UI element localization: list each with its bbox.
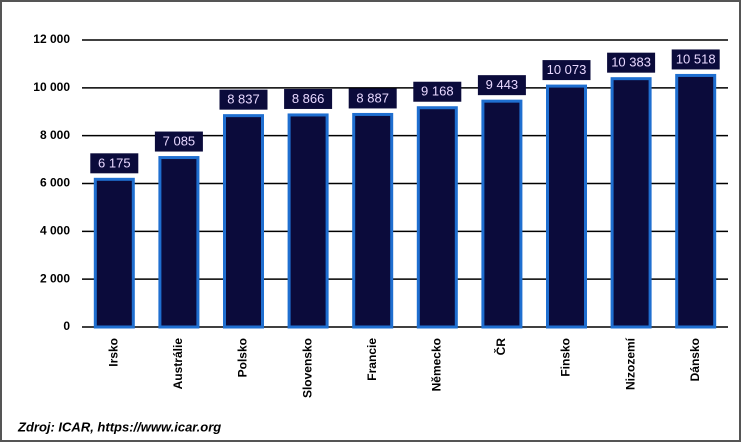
x-tick-label: ČR (493, 338, 508, 356)
source-note: Zdroj: ICAR, https://www.icar.org (17, 419, 221, 434)
value-label: 8 837 (227, 92, 260, 107)
value-label: 9 443 (486, 77, 519, 92)
y-tick-label: 6 000 (40, 176, 70, 190)
value-label-box (542, 60, 591, 81)
value-label-box (219, 89, 268, 110)
value-label: 8 866 (292, 91, 325, 106)
y-tick-label: 12 000 (33, 32, 70, 46)
bar (610, 77, 652, 329)
value-label: 10 073 (547, 62, 587, 77)
bar (158, 156, 200, 329)
bar (287, 113, 329, 329)
bar (546, 84, 587, 329)
value-label-box (154, 131, 203, 152)
x-tick-label: Finsko (559, 338, 573, 377)
value-label: 7 085 (163, 133, 196, 148)
value-label: 6 175 (98, 155, 131, 170)
x-tick-label: Nizozemí (623, 337, 637, 390)
value-label-box (607, 52, 656, 73)
bar (416, 106, 458, 329)
value-label-box (348, 88, 397, 109)
x-tick-label: Irsko (106, 338, 120, 367)
x-tick-label: Austrálie (171, 338, 185, 390)
value-label-box (671, 49, 720, 70)
bar (352, 112, 394, 329)
value-label-box (477, 75, 526, 96)
value-label: 8 887 (356, 90, 389, 105)
x-tick-label: Francie (365, 338, 379, 381)
x-tick-label: Německo (429, 338, 443, 391)
y-tick-label: 4 000 (40, 224, 70, 238)
value-label-box (90, 153, 139, 174)
bar (481, 99, 523, 329)
x-tick-label: Dánsko (688, 338, 702, 381)
bar (675, 73, 717, 329)
value-label: 9 168 (421, 84, 454, 99)
value-label: 10 383 (611, 55, 651, 70)
y-tick-label: 10 000 (33, 80, 70, 94)
value-label: 10 518 (676, 51, 716, 66)
x-tick-label: Polsko (236, 338, 250, 377)
x-tick-label: Slovensko (300, 338, 314, 398)
y-tick-label: 2 000 (40, 271, 70, 285)
value-label-box (413, 81, 462, 102)
bar (93, 177, 135, 329)
y-tick-label: 8 000 (40, 128, 70, 142)
y-tick-label: 0 (63, 319, 70, 333)
value-label-box (284, 88, 333, 109)
bar (223, 114, 264, 329)
